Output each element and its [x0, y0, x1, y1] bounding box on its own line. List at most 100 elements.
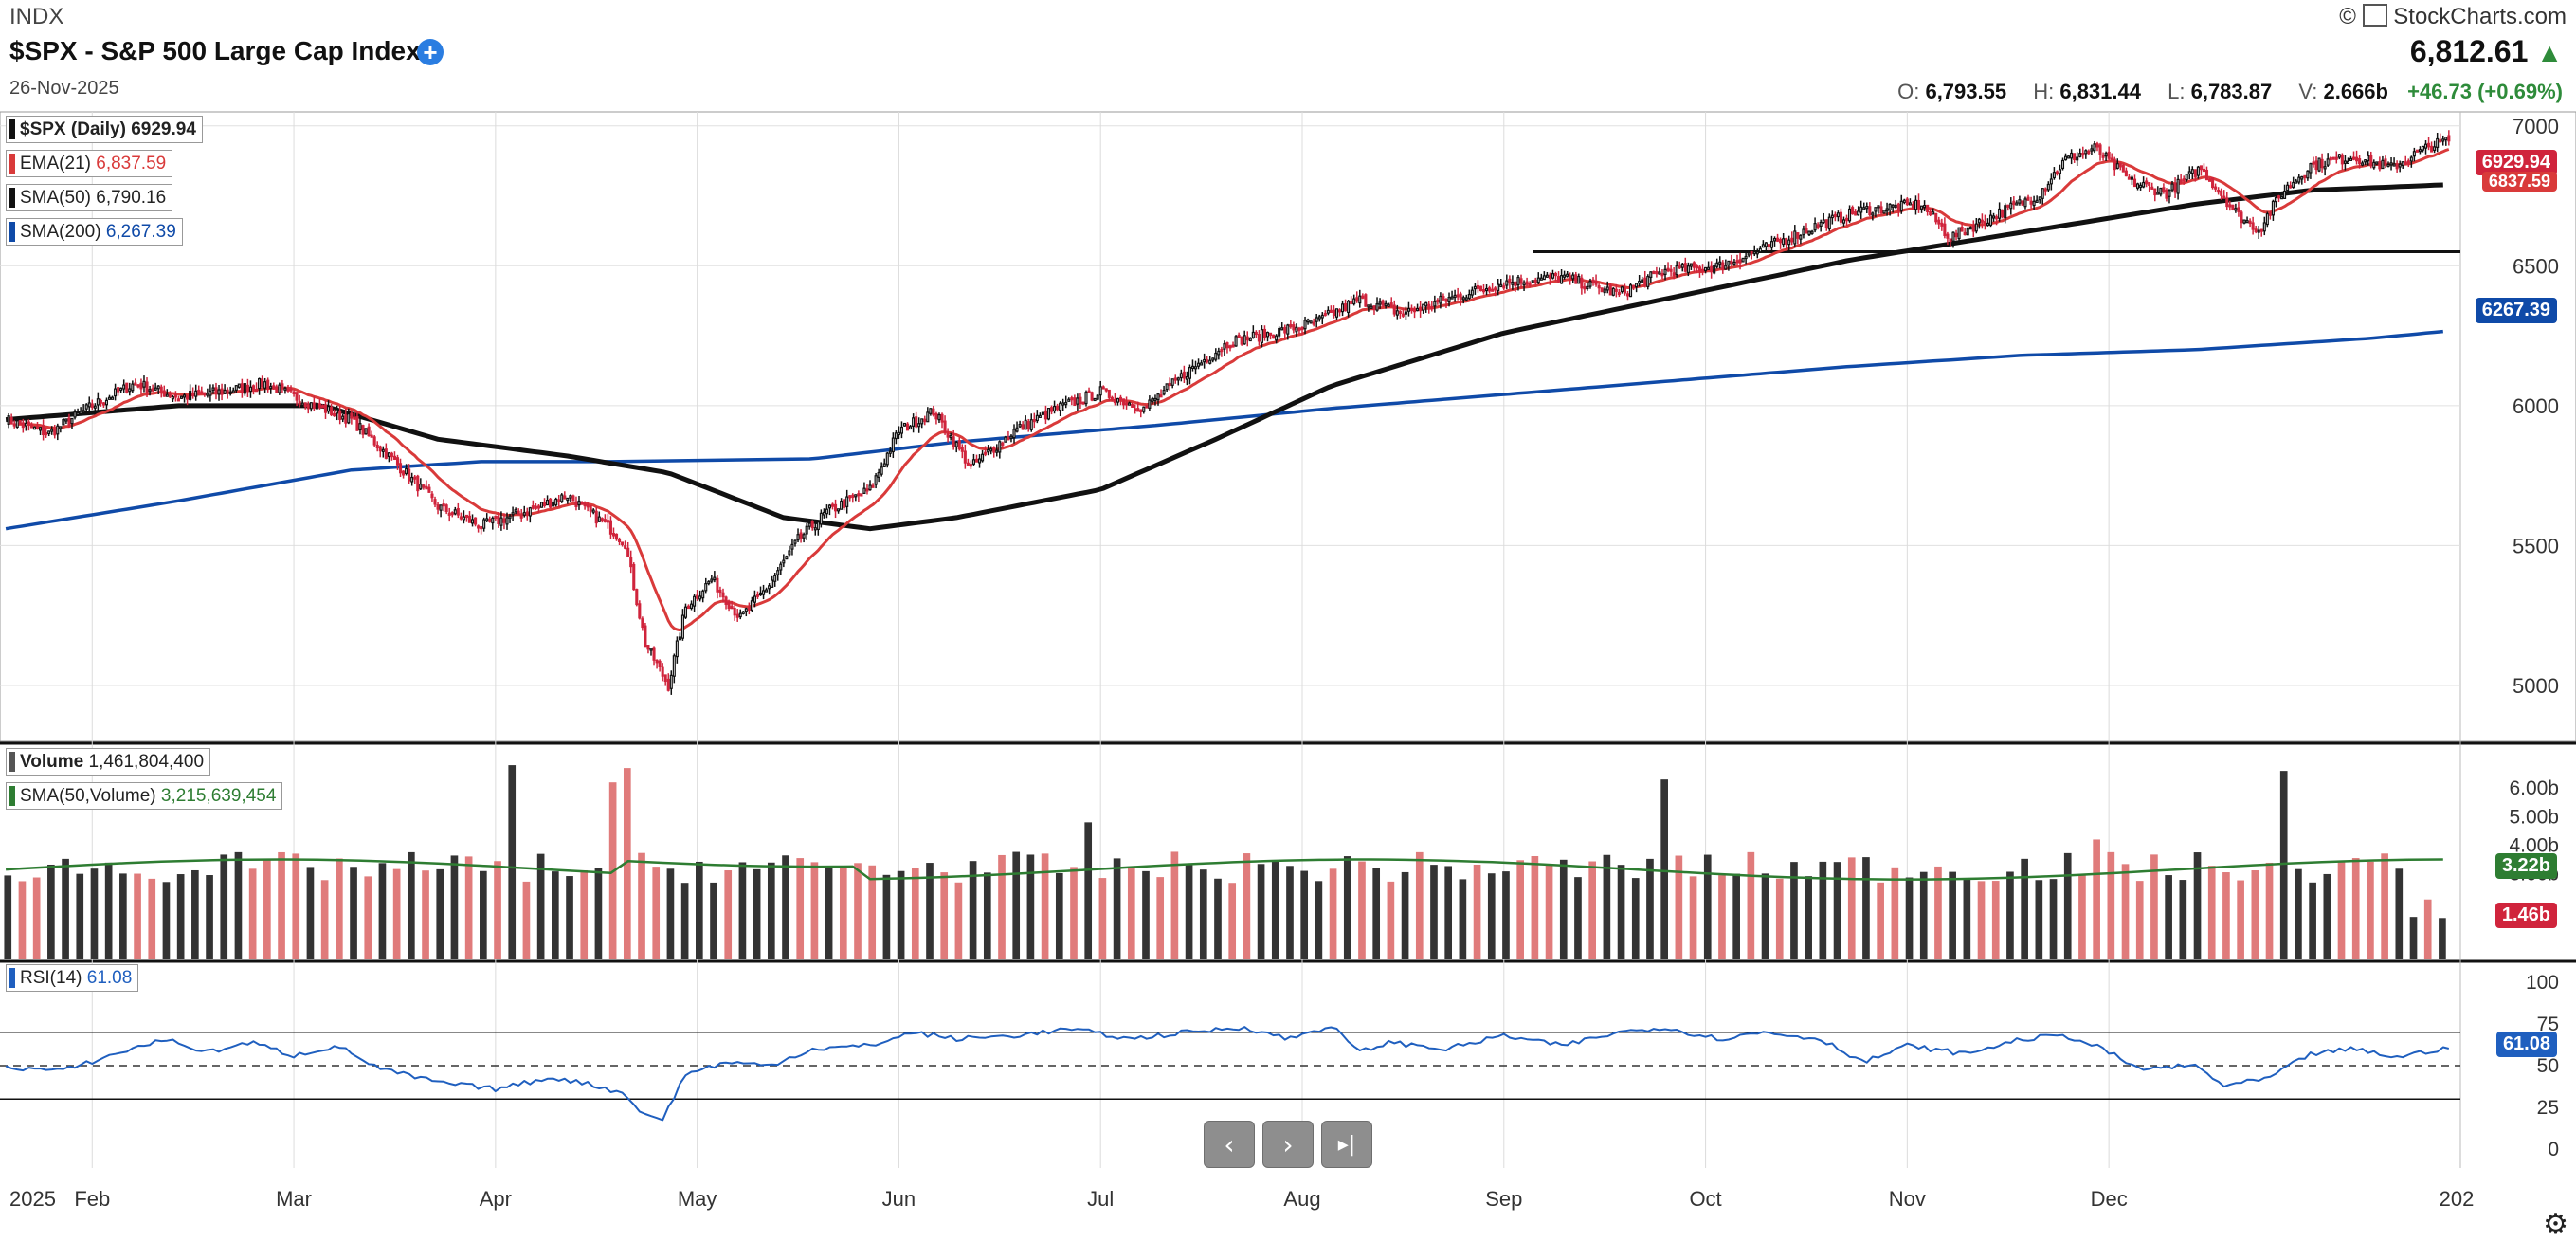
candle-body [1404, 311, 1407, 315]
legend-volume-sma[interactable]: SMA(50,Volume) 3,215,639,454 [6, 782, 283, 810]
candle-body [1934, 212, 1938, 223]
candle-body [2121, 164, 2125, 173]
legend-rsi-value: 61.08 [86, 968, 133, 988]
legend-price-text: $SPX (Daily) 6929.94 [20, 119, 196, 139]
candle-body [755, 594, 760, 597]
candle-body [1551, 273, 1555, 279]
candle-body [1470, 289, 1474, 296]
copyright-symbol: © [2339, 4, 2356, 29]
candle-body [1782, 238, 1786, 246]
candle-body [2015, 202, 2019, 206]
volume-bar [1819, 861, 1827, 959]
candle-body [243, 383, 246, 394]
candle-body [1173, 377, 1177, 381]
legend-sma50[interactable]: SMA(50) 6,790.16 [6, 184, 173, 211]
candle-body [1182, 371, 1186, 379]
candle-body [2135, 183, 2140, 189]
candle-body [45, 432, 48, 436]
legend-sma200[interactable]: SMA(200) 6,267.39 [6, 218, 183, 246]
candle-body [1888, 203, 1892, 211]
candle-body [1715, 262, 1719, 267]
candle-body [1533, 279, 1537, 283]
candle-body [626, 547, 630, 557]
candle-body [1021, 424, 1025, 430]
candle-body [370, 434, 373, 438]
candle-body [338, 411, 342, 421]
legend-rsi[interactable]: RSI(14) 61.08 [6, 964, 139, 992]
legend-price[interactable]: $SPX (Daily) 6929.94 [6, 116, 203, 143]
candle-body [1185, 375, 1188, 380]
candle-body [491, 517, 495, 524]
candle-body [1854, 210, 1858, 216]
volume-bar [1372, 868, 1381, 959]
candle-body [191, 392, 195, 397]
candle-body [1251, 331, 1255, 338]
candle-body [1700, 268, 1705, 272]
candle-body [1707, 266, 1711, 270]
tag-vol-last: 1.46b [2494, 903, 2557, 928]
candle-body [494, 515, 498, 520]
candle-body [1744, 255, 1748, 260]
candle-body [1278, 327, 1281, 337]
candle-body [1620, 286, 1624, 293]
candle-body [1704, 266, 1708, 272]
candle-body [1658, 271, 1661, 275]
candle-body [1591, 279, 1595, 283]
candle-body [1064, 401, 1068, 406]
volume-bar [1991, 881, 2000, 959]
candle-body [1556, 276, 1561, 283]
candle-body [39, 427, 43, 431]
scroll-end-button[interactable]: ▸| [1321, 1121, 1372, 1168]
candle-body [237, 383, 241, 388]
legend-volume-value: 1,461,804,400 [88, 752, 205, 772]
add-symbol-icon[interactable]: + [417, 39, 444, 65]
candle-body [27, 421, 30, 426]
candle-body [1334, 308, 1339, 318]
candle-body [1427, 303, 1431, 308]
candle-body [442, 502, 445, 507]
candle-body [179, 395, 184, 399]
candle-body [1727, 260, 1731, 266]
volume-bar [2323, 873, 2331, 959]
candle-body [860, 493, 863, 497]
settings-gear-icon[interactable]: ⚙ [2543, 1208, 2568, 1241]
volume-bar [810, 862, 819, 959]
candle-body [2265, 213, 2269, 226]
candle-body [2004, 205, 2007, 219]
candle-body [1995, 216, 1999, 220]
candle-body [1179, 373, 1183, 379]
volume-bar [522, 881, 531, 959]
candle-body [1680, 263, 1684, 268]
candle-body [1442, 296, 1445, 301]
legend-rsi-label: RSI(14) [20, 968, 82, 988]
candle-body [64, 418, 68, 422]
volume-bar [536, 853, 545, 959]
candle-body [111, 396, 115, 400]
candle-body [2211, 177, 2215, 189]
candle-body [2046, 183, 2050, 191]
candle-body [1663, 268, 1667, 276]
scroll-left-button[interactable]: ‹ [1204, 1121, 1255, 1168]
candle-body [569, 495, 572, 499]
legend-ema21[interactable]: EMA(21) 6,837.59 [6, 150, 173, 177]
candle-body [1638, 280, 1642, 284]
volume-bar [2265, 862, 2274, 959]
rsi-tick-label: 50 [2537, 1055, 2559, 1077]
candle-body [2225, 197, 2229, 208]
candle-body [937, 413, 941, 421]
scroll-right-button[interactable]: › [1262, 1121, 1314, 1168]
candle-body [738, 612, 742, 618]
candle-body [591, 509, 595, 513]
candle-body [1767, 244, 1770, 247]
candle-body [762, 590, 766, 595]
price-tick-label: 6500 [2513, 254, 2559, 278]
candle-body [2283, 190, 2287, 199]
candle-body [2115, 163, 2119, 170]
candle-body [998, 441, 1002, 453]
candle-body [1076, 397, 1079, 405]
legend-volume[interactable]: Volume 1,461,804,400 [6, 748, 211, 776]
candle-body [226, 389, 229, 393]
volume-bar [408, 851, 415, 959]
candle-body [107, 396, 112, 400]
